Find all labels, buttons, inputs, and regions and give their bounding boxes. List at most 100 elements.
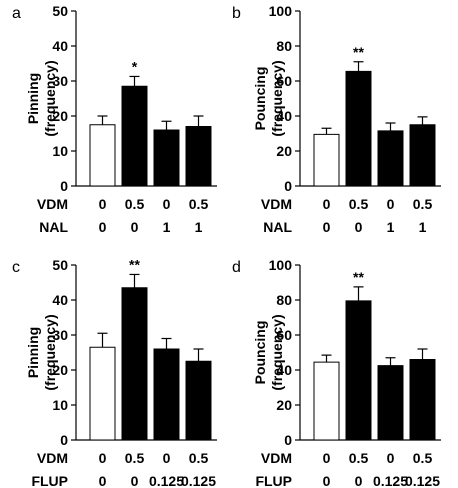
factor-value: 0.5 — [125, 196, 145, 212]
y-tick-label: 40 — [276, 362, 292, 378]
bar — [153, 348, 180, 441]
factor-value: 0 — [355, 473, 363, 488]
factor-value: 0 — [355, 219, 363, 235]
y-tick-label: 0 — [60, 178, 68, 194]
factor-value: 0 — [99, 450, 107, 466]
factor-label: NAL — [263, 219, 292, 235]
y-tick-label: 20 — [276, 397, 292, 413]
factor-label: VDM — [261, 196, 292, 212]
bar — [313, 361, 340, 441]
bar — [345, 300, 372, 441]
y-tick-label: 30 — [52, 73, 68, 89]
factor-value: 0.125 — [373, 473, 408, 488]
factor-value: 0.125 — [149, 473, 184, 488]
bar — [89, 346, 116, 441]
panel-d: d Pouncing(frequency) 0 20 40 60 80 100 ** VDM 0 0.… — [232, 257, 441, 488]
factor-value: 0 — [323, 450, 331, 466]
panel-c: c Pinning(frequency) 0 10 20 30 40 50 ** VDM 0 0.5 0… — [12, 256, 217, 488]
factor-value: 0 — [163, 450, 171, 466]
panel-letter: d — [232, 259, 241, 276]
y-tick-label: 40 — [276, 108, 292, 124]
y-tick-label: 100 — [269, 257, 293, 273]
factor-value: 0.5 — [349, 450, 369, 466]
factor-value: 0.125 — [181, 473, 216, 488]
factor-value: 0 — [99, 196, 107, 212]
y-axis-label: Pinning(frequency) — [25, 314, 58, 390]
y-axis-label-line: (frequency) — [269, 314, 285, 390]
y-tick-label: 20 — [52, 362, 68, 378]
bar — [377, 130, 404, 187]
factor-value: 1 — [387, 219, 395, 235]
significance-marker: ** — [129, 256, 140, 272]
factor-value: 0 — [131, 219, 139, 235]
y-axis-label: Pouncing(frequency) — [252, 60, 285, 136]
bar — [377, 365, 404, 441]
y-axis-label: Pouncing(frequency) — [252, 314, 285, 390]
bar — [121, 287, 148, 441]
bar — [409, 124, 436, 187]
y-tick-label: 50 — [52, 3, 68, 19]
significance-marker: ** — [353, 269, 364, 285]
bar — [185, 360, 212, 441]
y-tick-label: 10 — [52, 143, 68, 159]
factor-value: 0 — [131, 473, 139, 488]
factor-value: 0.5 — [413, 196, 433, 212]
factor-value: 0 — [323, 473, 331, 488]
factor-value: 0 — [387, 450, 395, 466]
factor-value: 0 — [323, 219, 331, 235]
y-tick-label: 80 — [276, 292, 292, 308]
y-tick-label: 0 — [60, 432, 68, 448]
significance-marker: ** — [353, 44, 364, 60]
factor-value: 0 — [323, 196, 331, 212]
factor-value: 0.5 — [413, 450, 433, 466]
factor-value: 0 — [99, 473, 107, 488]
factor-value: 0.5 — [189, 450, 209, 466]
y-axis-label-line: Pouncing — [252, 67, 268, 131]
panel-letter: a — [12, 5, 21, 22]
bar — [185, 126, 212, 187]
factor-label: NAL — [39, 219, 68, 235]
y-tick-label: 20 — [52, 108, 68, 124]
factor-value: 0 — [387, 196, 395, 212]
y-tick-label: 60 — [276, 73, 292, 89]
y-tick-label: 30 — [52, 327, 68, 343]
significance-marker: * — [132, 58, 138, 74]
y-axis-label-line: (frequency) — [42, 314, 58, 390]
factor-value: 0 — [163, 196, 171, 212]
factor-value: 0.5 — [349, 196, 369, 212]
factor-label: FLUP — [31, 473, 68, 488]
y-axis-label-line: (frequency) — [42, 60, 58, 136]
y-tick-label: 100 — [269, 3, 293, 19]
y-tick-label: 40 — [52, 292, 68, 308]
factor-label: VDM — [37, 450, 68, 466]
factor-value: 0.125 — [405, 473, 440, 488]
y-tick-label: 80 — [276, 38, 292, 54]
y-axis-label: Pinning(frequency) — [25, 60, 58, 136]
bar — [121, 85, 148, 187]
factor-value: 1 — [163, 219, 171, 235]
panel-letter: c — [12, 259, 20, 276]
y-tick-label: 60 — [276, 327, 292, 343]
y-tick-label: 50 — [52, 257, 68, 273]
factor-label: VDM — [37, 196, 68, 212]
bar — [313, 133, 340, 187]
factor-value: 0.5 — [125, 450, 145, 466]
factor-value: 1 — [195, 219, 203, 235]
bar — [89, 124, 116, 187]
bar — [409, 359, 436, 441]
y-axis-label-line: Pinning — [25, 73, 41, 124]
y-axis-label-line: Pouncing — [252, 321, 268, 385]
y-tick-label: 0 — [284, 178, 292, 194]
panel-letter: b — [232, 5, 241, 22]
factor-label: FLUP — [255, 473, 292, 488]
bar — [153, 129, 180, 187]
factor-value: 0 — [99, 219, 107, 235]
factor-value: 1 — [419, 219, 427, 235]
y-axis-label-line: Pinning — [25, 327, 41, 378]
bar — [345, 70, 372, 187]
y-axis-label-line: (frequency) — [269, 60, 285, 136]
y-tick-label: 10 — [52, 397, 68, 413]
factor-value: 0.5 — [189, 196, 209, 212]
